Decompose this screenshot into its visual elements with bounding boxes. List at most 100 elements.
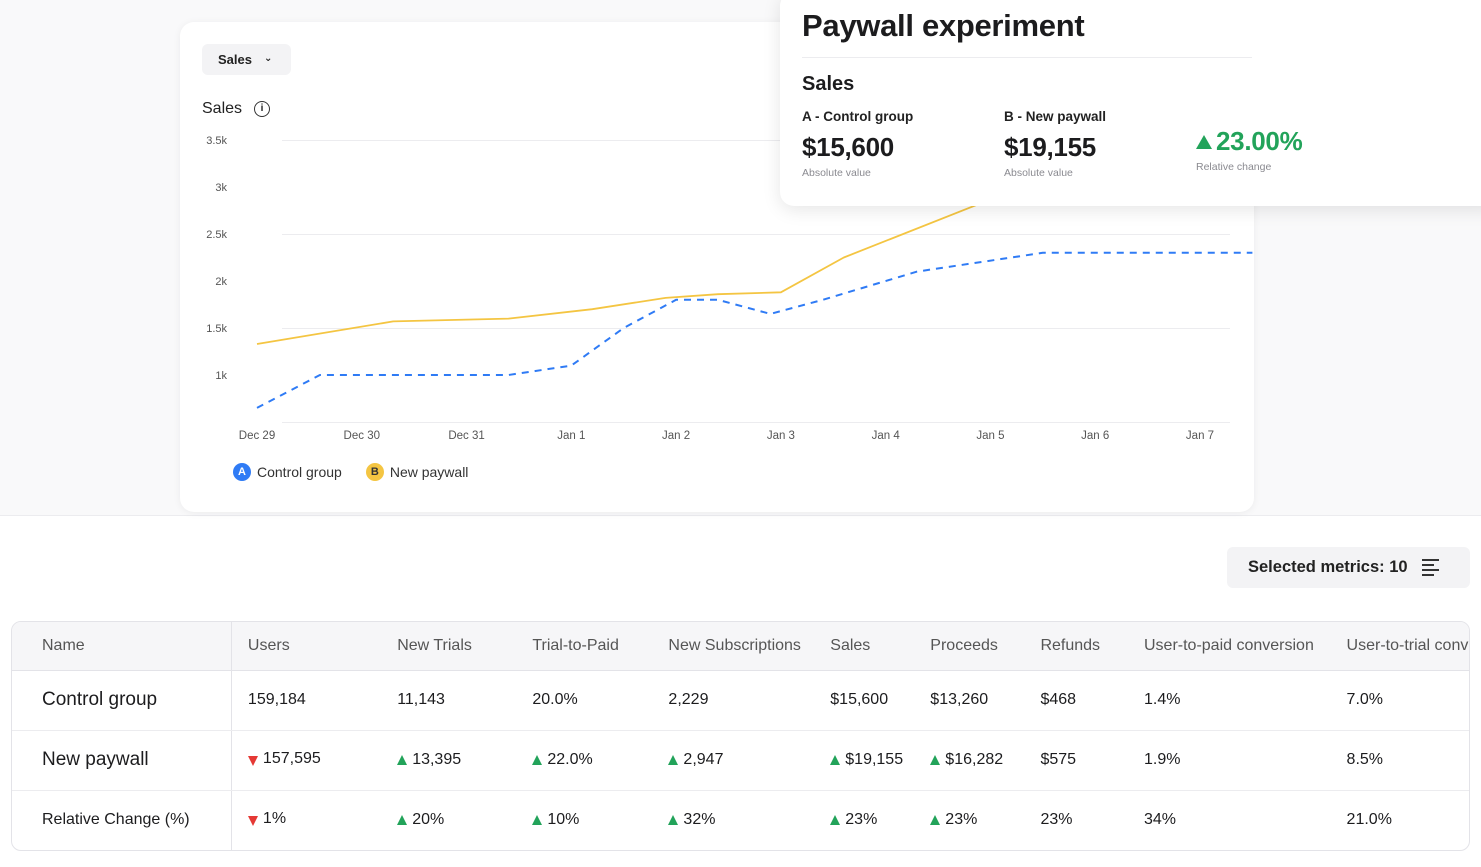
cell-value: 10% (547, 810, 580, 828)
x-tick-label: Dec 30 (344, 430, 380, 442)
table-cell: 1% (231, 790, 381, 850)
divider (802, 57, 1252, 58)
info-icon[interactable]: i (254, 101, 271, 117)
x-tick-label: Jan 2 (662, 430, 690, 442)
cell-value: 32% (683, 810, 716, 828)
arrow-up-icon (532, 754, 543, 765)
table-cell: 34% (1128, 790, 1331, 850)
cell-value: $468 (1040, 691, 1077, 708)
cell-value: 23% (845, 810, 878, 828)
legend-item-control[interactable]: A Control group (233, 463, 342, 481)
cell-value: 23% (1040, 811, 1073, 829)
cell-value: 2,229 (668, 691, 709, 708)
table-cell: 23% (914, 790, 1024, 850)
x-tick-label: Jan 6 (1081, 430, 1109, 442)
cell-value: 1.4% (1144, 691, 1181, 708)
column-header[interactable]: Name (12, 622, 232, 671)
cell-value: 20% (412, 810, 445, 828)
cell-value: 34% (1144, 811, 1177, 829)
table-cell: $13,260 (914, 670, 1025, 731)
table-cell: 2,229 (652, 670, 815, 731)
relative-change-caption: Relative change (1196, 161, 1272, 173)
group-b-label: B - New paywall (1004, 109, 1107, 124)
table-row[interactable]: New paywall 157,595 13,395 22.0% 2,947 $19,15… (12, 730, 1469, 791)
group-a-metric: A - Control group $15,600 Absolute value (802, 109, 913, 179)
metric-dropdown-label: Sales (218, 52, 252, 67)
x-tick-label: Jan 7 (1186, 430, 1214, 442)
experiment-section-title: Sales (802, 73, 855, 95)
cell-value: 13,395 (412, 750, 462, 768)
cell-value: 2,947 (683, 750, 724, 768)
group-a-label: A - Control group (802, 109, 914, 124)
column-header[interactable]: User-to-paid conversion (1128, 622, 1331, 671)
column-header[interactable]: Refunds (1024, 622, 1128, 671)
table-cell: 22.0% (516, 730, 653, 791)
cell-value: 22.0% (547, 750, 593, 768)
table-cell: 8.5% (1330, 730, 1469, 791)
cell-value: 1% (262, 809, 287, 827)
badge-a-icon: A (233, 463, 251, 481)
table-cell: 23% (814, 790, 914, 850)
chevron-down-icon: ⌄ (263, 53, 273, 64)
column-header[interactable]: New Subscriptions (652, 622, 815, 671)
table-row[interactable]: Relative Change (%) 1% 20% 10% 32% 23% 23% 23% 3… (12, 790, 1469, 850)
arrow-down-icon (247, 755, 258, 766)
y-tick-label: 1k (215, 370, 227, 382)
table-cell: $468 (1024, 670, 1128, 731)
selected-metrics-button[interactable]: Selected metrics: 10 (1227, 547, 1470, 588)
arrow-up-icon (1196, 134, 1212, 149)
y-tick-label: 1.5k (206, 323, 227, 335)
x-tick-label: Jan 1 (557, 430, 585, 442)
badge-b-icon: B (365, 463, 384, 481)
table-header-row: Name Users New Trials Trial-to-Paid New Subs… (12, 622, 1469, 671)
table-cell: $15,600 (814, 670, 915, 731)
chart-title: Sales i (202, 100, 271, 118)
table-row[interactable]: Control group 159,184 11,143 20.0% 2,229 $15,… (12, 670, 1469, 731)
chart-legend: A Control group B New paywall (233, 463, 468, 481)
table-cell: $16,282 (914, 730, 1025, 791)
y-tick-label: 2k (215, 276, 227, 288)
series-line-control-group[interactable] (256, 251, 1253, 409)
x-tick-label: Jan 3 (767, 430, 795, 442)
column-header[interactable]: New Trials (381, 622, 517, 671)
legend-item-new-paywall[interactable]: B New paywall (365, 463, 469, 481)
cell-value: 8.5% (1346, 751, 1384, 768)
metric-dropdown[interactable]: Sales ⌄ (202, 44, 291, 75)
cell-value: $15,600 (830, 691, 889, 708)
arrow-up-icon (930, 814, 941, 825)
metrics-table: Name Users New Trials Trial-to-Paid New Subs… (11, 621, 1470, 851)
cell-value: 11,143 (397, 691, 445, 708)
table-cell: $19,155 (814, 730, 915, 791)
legend-label: New paywall (389, 464, 469, 480)
table-cell: 32% (652, 790, 814, 850)
column-header[interactable]: Users (231, 622, 382, 671)
table-cell: 159,184 (231, 670, 382, 731)
chart-title-text: Sales (202, 100, 243, 117)
arrow-up-icon (830, 754, 841, 765)
y-tick-label: 3k (215, 182, 227, 194)
cell-value: 21.0% (1346, 811, 1392, 829)
experiment-title: Paywall experiment (802, 8, 1085, 43)
experiment-summary-card: Paywall experiment Sales A - Control gro… (780, 0, 1481, 206)
table-cell: 10% (516, 790, 652, 850)
group-a-value: $15,600 (802, 132, 894, 162)
column-header[interactable]: Trial-to-Paid (516, 622, 653, 671)
list-settings-icon (1421, 559, 1439, 576)
series-line-new-paywall[interactable] (256, 186, 1023, 345)
relative-change-metric: 23.00% Relative change (1196, 126, 1303, 173)
cell-value: $575 (1040, 751, 1077, 768)
cell-value: 7.0% (1346, 691, 1384, 708)
column-header[interactable]: User-to-trial conversion (1330, 622, 1469, 671)
relative-change-value: 23.00% (1216, 126, 1303, 156)
arrow-up-icon (668, 754, 679, 765)
column-header[interactable]: Sales (814, 622, 915, 671)
x-tick-label: Jan 5 (976, 430, 1004, 442)
group-b-value: $19,155 (1004, 132, 1096, 162)
table-cell: 11,143 (381, 670, 517, 731)
arrow-down-icon (247, 815, 258, 826)
row-name: New paywall (12, 730, 232, 791)
row-name: Relative Change (%) (12, 790, 232, 850)
table-cell: 20% (381, 790, 516, 850)
cell-value: $13,260 (930, 691, 989, 708)
column-header[interactable]: Proceeds (914, 622, 1025, 671)
